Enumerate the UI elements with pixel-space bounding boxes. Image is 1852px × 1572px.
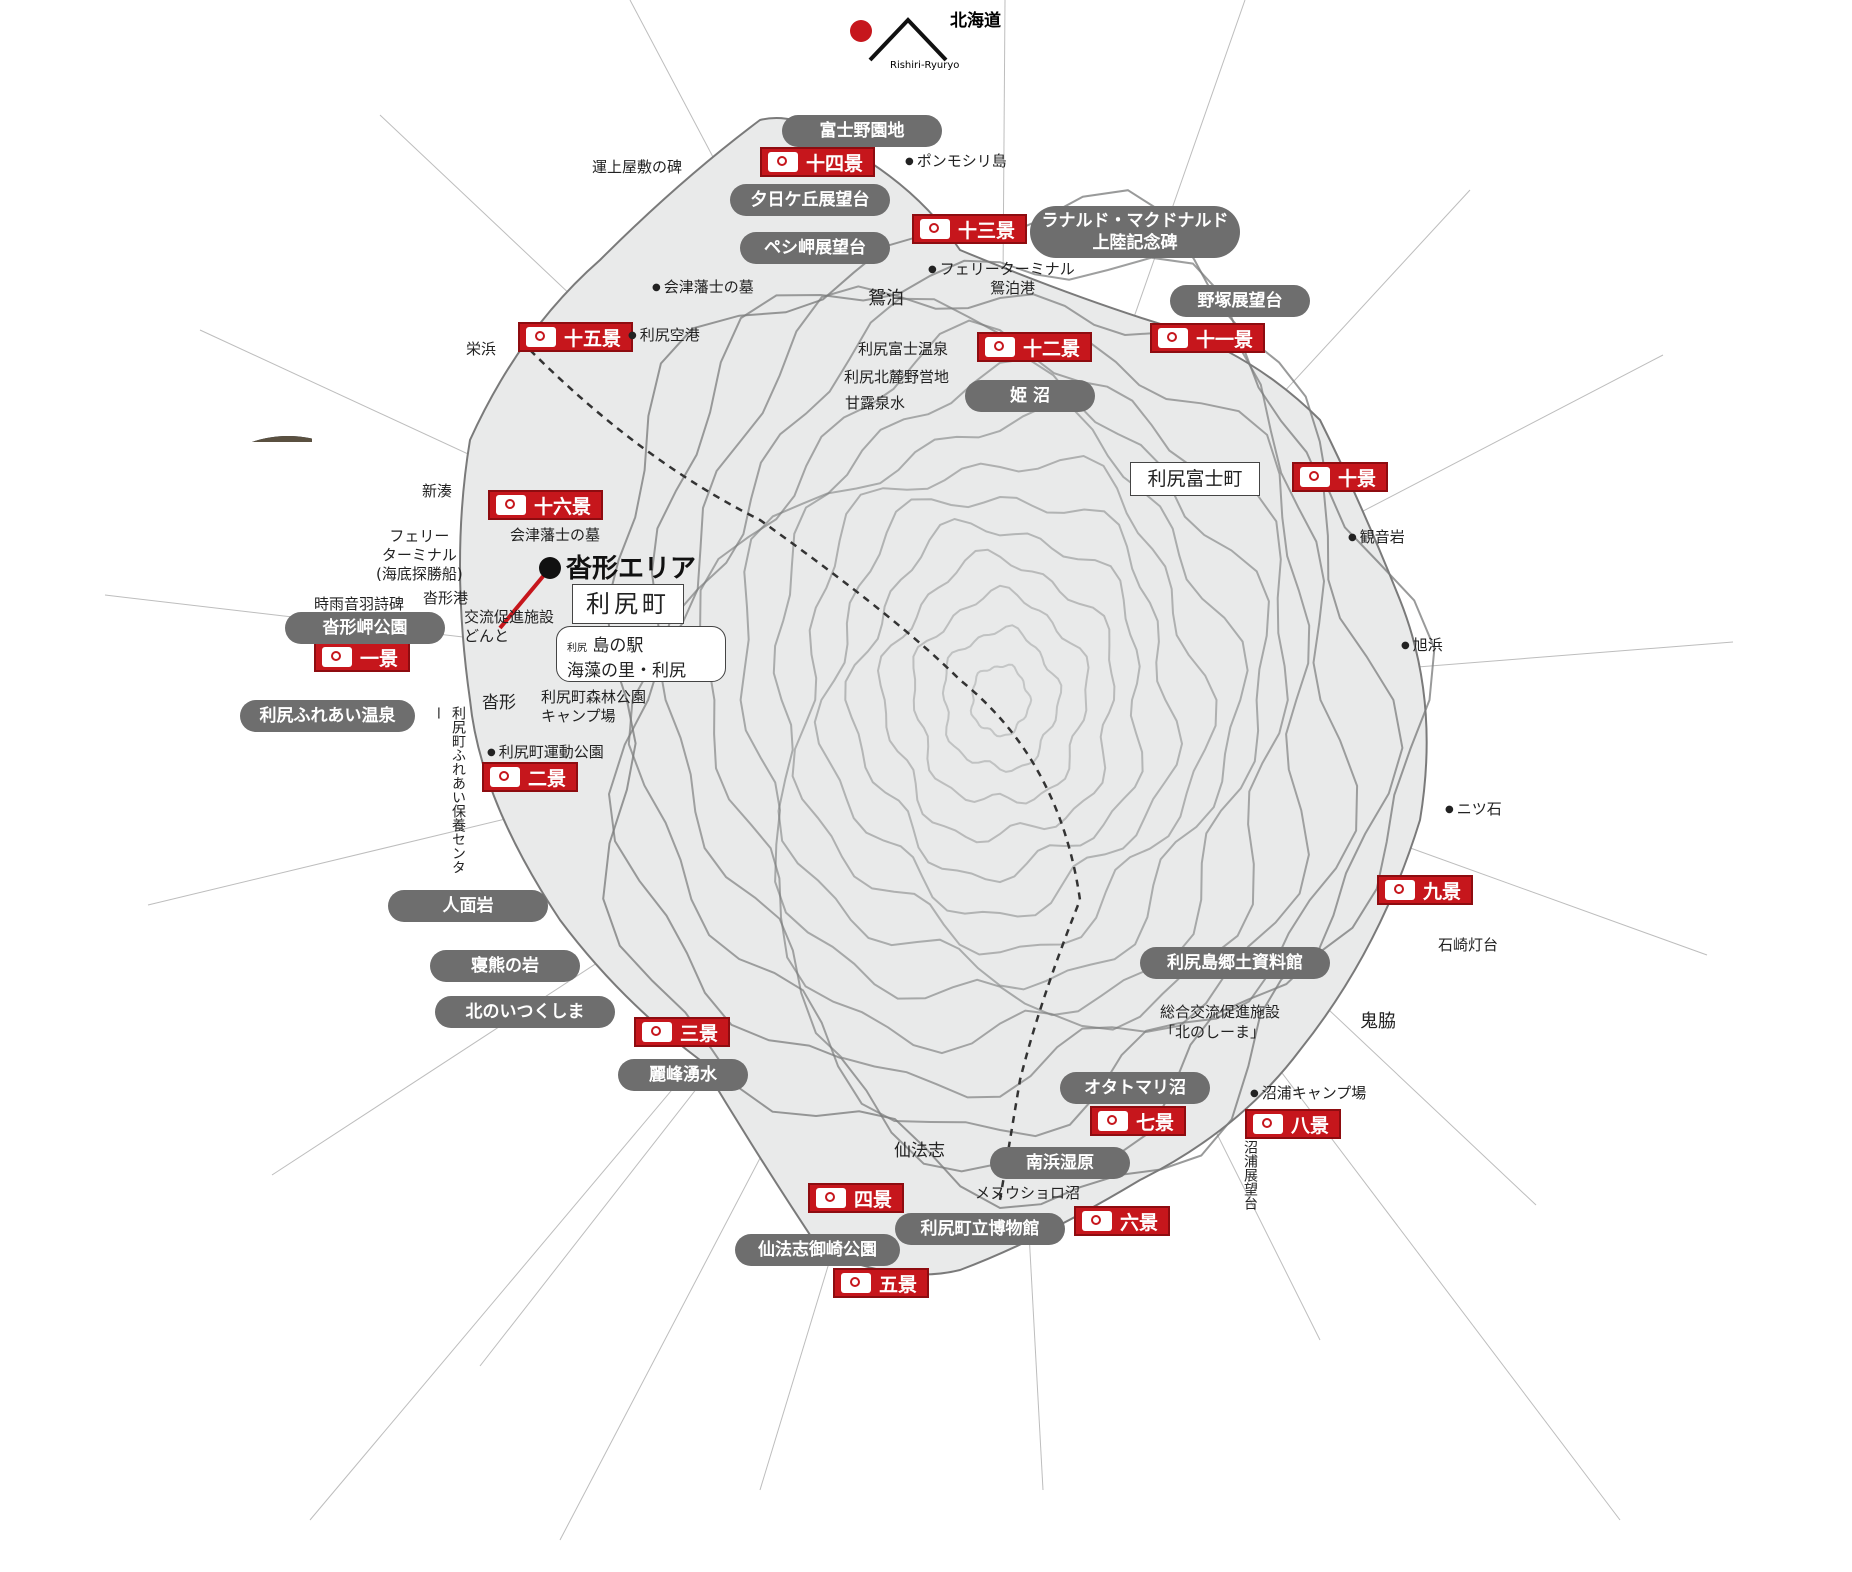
camera-icon xyxy=(768,152,798,172)
spot-minamihama[interactable]: 南浜湿原 xyxy=(990,1147,1130,1179)
label-oniwaki: 鬼脇 xyxy=(1360,1011,1396,1032)
photo-3 xyxy=(520,0,740,110)
label-mezusho: メヌウショロ沼 xyxy=(975,1184,1081,1202)
label-asahihama: 旭浜 xyxy=(1401,634,1443,655)
label-shigure: 時雨音羽詩碑 xyxy=(314,595,405,613)
viewpoint-9[interactable]: 九景 xyxy=(1377,875,1474,905)
camera-icon xyxy=(642,1022,672,1042)
spot-fureai-onsen[interactable]: 利尻ふれあい温泉 xyxy=(240,700,415,732)
viewpoint-5[interactable]: 五景 xyxy=(833,1268,930,1298)
spot-peshimisaki[interactable]: ペシ岬展望台 xyxy=(740,232,890,264)
label-ponmoshiri: ポンモシリ島 xyxy=(905,150,1007,171)
spot-otatomari[interactable]: オタトマリ沼 xyxy=(1060,1072,1210,1104)
photo-20 xyxy=(500,1480,620,1572)
station-label: 利尻 島の駅 海藻の里・利尻 xyxy=(556,626,726,682)
spot-hakubutsukan[interactable]: 利尻町立博物館 xyxy=(895,1213,1065,1245)
spot-kitano-itsukushima[interactable]: 北のいつくしま xyxy=(435,996,615,1028)
viewpoint-3[interactable]: 三景 xyxy=(634,1017,731,1047)
label-aizu-1: 会津藩士の墓 xyxy=(652,276,754,297)
camera-icon xyxy=(526,327,556,347)
viewpoint-8[interactable]: 八景 xyxy=(1245,1109,1342,1139)
viewpoint-14[interactable]: 十四景 xyxy=(760,147,876,177)
spot-yuhigaoka[interactable]: 夕日ケ丘展望台 xyxy=(730,184,890,216)
camera-icon xyxy=(920,219,950,239)
spot-nozuka[interactable]: 野塚展望台 xyxy=(1170,285,1310,317)
viewpoint-4[interactable]: 四景 xyxy=(808,1183,905,1213)
label-hoyo-center: 利尻町ふれあい保養センター xyxy=(430,706,466,874)
viewpoint-15[interactable]: 十五景 xyxy=(518,322,634,352)
label-numaura-view: 沼浦展望台 xyxy=(1242,1140,1258,1210)
label-unjoyashiki: 運上屋敷の碑 xyxy=(592,158,683,176)
label-oshidomari-port: 鴛泊港 xyxy=(990,279,1036,297)
camera-icon xyxy=(490,767,520,787)
spot-himenuma[interactable]: 姫 沼 xyxy=(965,380,1095,412)
viewpoint-16[interactable]: 十六景 xyxy=(488,490,604,520)
viewpoint-2[interactable]: 二景 xyxy=(482,762,579,792)
camera-icon xyxy=(496,495,526,515)
mountain-logo-icon xyxy=(868,17,948,62)
label-numaura-camp: 沼浦キャンプ場 xyxy=(1250,1082,1367,1103)
viewpoint-12[interactable]: 十二景 xyxy=(977,332,1093,362)
photo-17 xyxy=(931,1378,1155,1572)
spot-reiho[interactable]: 麗峰湧水 xyxy=(618,1059,748,1091)
camera-icon xyxy=(816,1188,846,1208)
spot-fuji-yaen[interactable]: 富士野園地 xyxy=(782,115,942,147)
viewpoint-13[interactable]: 十三景 xyxy=(912,214,1028,244)
photo-19 xyxy=(1540,1440,1700,1572)
label-kutsugata: 沓形 xyxy=(482,693,516,713)
viewpoint-11[interactable]: 十一景 xyxy=(1150,323,1266,353)
photo-2 xyxy=(1135,0,1355,110)
town-label: 利尻町 xyxy=(572,584,684,624)
label-forest-camp: 利尻町森林公園 キャンプ場 xyxy=(541,688,647,725)
spot-misaki-park[interactable]: 仙法志御崎公園 xyxy=(735,1234,900,1266)
viewpoint-1[interactable]: 一景 xyxy=(314,642,411,672)
camera-icon xyxy=(1082,1211,1112,1231)
label-sakaehama: 栄浜 xyxy=(466,340,497,358)
photo-18 xyxy=(230,1440,390,1572)
label-oshidomari: 鴛泊 xyxy=(868,288,904,309)
viewpoint-7[interactable]: 七景 xyxy=(1090,1106,1187,1136)
spot-kyodo[interactable]: 利尻島郷土資料館 xyxy=(1140,947,1330,979)
label-hokuroku-camp: 利尻北麓野営地 xyxy=(844,368,950,386)
label-shinminato: 新湊 xyxy=(422,482,453,500)
camera-icon xyxy=(1253,1114,1283,1134)
camera-icon xyxy=(1300,467,1330,487)
camera-icon xyxy=(1158,328,1188,348)
logo-credit: Rishiri-Ryuryo xyxy=(890,60,960,71)
brand-logo: 北海道 Rishiri-Ryuryo xyxy=(850,0,1010,80)
label-undo-park: 利尻町運動公園 xyxy=(487,741,604,762)
spot-negama[interactable]: 寝熊の岩 xyxy=(430,950,580,982)
camera-icon xyxy=(841,1273,871,1293)
camera-icon xyxy=(1385,880,1415,900)
label-ishizaki: 石崎灯台 xyxy=(1438,936,1499,954)
label-aizu-2: 会津藩士の墓 xyxy=(510,526,601,544)
label-kannon: 観音岩 xyxy=(1348,526,1405,547)
area-name: 沓形エリア xyxy=(566,554,697,584)
viewpoint-10[interactable]: 十景 xyxy=(1292,462,1389,492)
camera-icon xyxy=(1098,1111,1128,1131)
label-rishiri-airport: 利尻空港 xyxy=(628,324,700,345)
photo-16 xyxy=(648,1378,872,1572)
camera-icon xyxy=(985,337,1015,357)
town-east-label: 利尻富士町 xyxy=(1130,462,1260,496)
label-sogo: 総合交流促進施設 「北のしーま」 xyxy=(1160,1003,1281,1041)
spot-kutsugata-misaki[interactable]: 沓形岬公園 xyxy=(285,612,445,644)
label-ferry-kutsugata: フェリー ターミナル (海底探勝船) xyxy=(376,527,463,583)
camera-icon xyxy=(322,647,352,667)
label-futatsuishi: ニツ石 xyxy=(1445,798,1502,819)
label-koryu: 交流促進施設 どんと xyxy=(464,608,555,645)
label-senposhi: 仙法志 xyxy=(894,1141,945,1161)
spot-ranald[interactable]: ラナルド・マクドナルド 上陸記念碑 xyxy=(1030,206,1240,258)
viewpoint-6[interactable]: 六景 xyxy=(1074,1206,1171,1236)
spot-jinmen[interactable]: 人面岩 xyxy=(388,890,548,922)
label-ferry-oshidomari: フェリーターミナル xyxy=(928,258,1075,279)
label-kutsugata-port: 沓形港 xyxy=(423,589,469,607)
label-fuji-onsen: 利尻富士温泉 xyxy=(858,340,949,358)
label-kanro: 甘露泉水 xyxy=(845,394,906,412)
logo-text: 北海道 xyxy=(950,11,1001,31)
